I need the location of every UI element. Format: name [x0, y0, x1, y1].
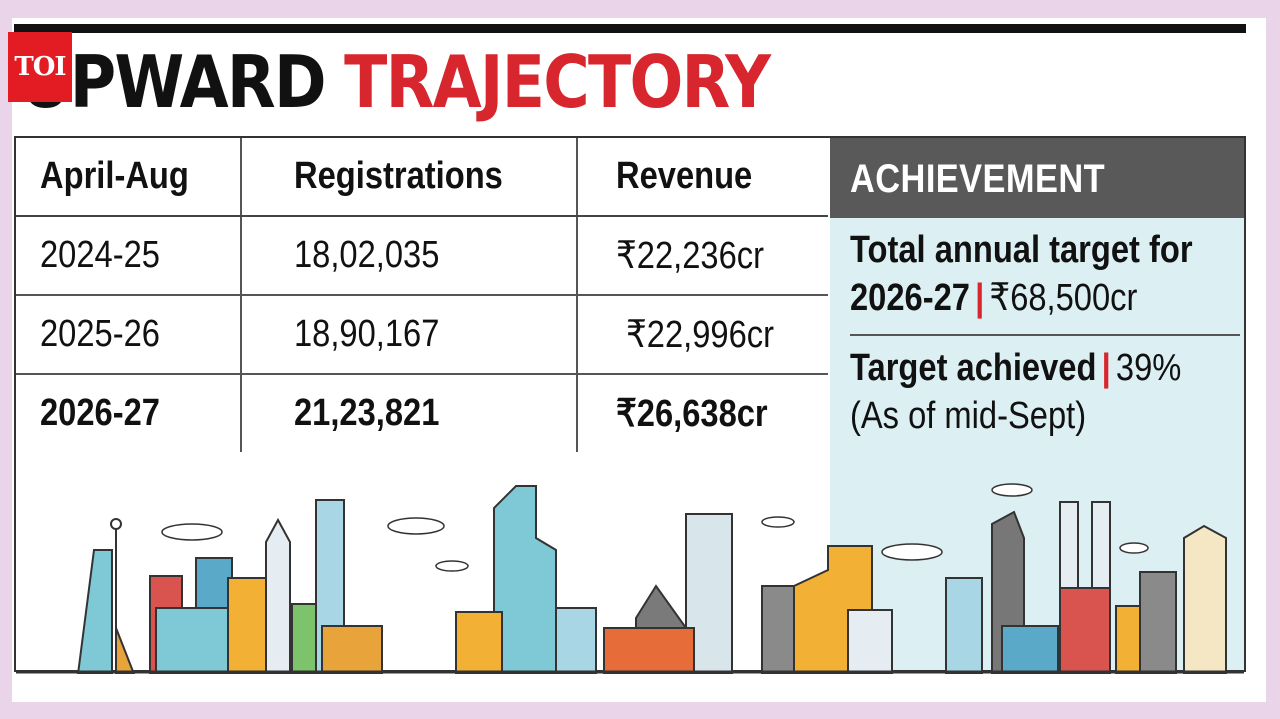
- headline-word-2: TRAJECTORY: [344, 40, 771, 124]
- table-row: 2025-26 18,90,167 ₹22,996cr: [16, 295, 828, 375]
- cell-period: 2026-27: [40, 392, 160, 434]
- achievement-title: ACHIEVEMENT: [830, 138, 1244, 218]
- separator: |: [975, 277, 985, 319]
- col-header-revenue: Revenue: [576, 138, 828, 217]
- cell-registrations: 18,02,035: [239, 216, 578, 296]
- cell-revenue: ₹22,996cr: [576, 295, 828, 375]
- cell-registrations: 18,90,167: [239, 295, 578, 375]
- achieved-value: 39%: [1115, 347, 1182, 389]
- separator: |: [1101, 347, 1111, 389]
- top-rule: [14, 24, 1246, 33]
- table-row: 2024-25 18,02,035 ₹22,236cr: [16, 216, 828, 296]
- cell-revenue: ₹22,236cr: [576, 216, 828, 296]
- table-row: 2026-27 21,23,821 ₹26,638cr: [16, 374, 828, 452]
- city-skyline-illustration: [16, 483, 1244, 674]
- achievement-divider: [850, 334, 1240, 336]
- target-value-line: 2026-27 | ₹68,500cr: [850, 274, 1244, 322]
- col-header-period: April-Aug: [16, 138, 241, 217]
- cell-period: 2025-26: [16, 295, 241, 375]
- achieved-label: Target achieved: [850, 347, 1097, 389]
- achieved-note: (As of mid-Sept): [850, 395, 1087, 437]
- headline: UPWARD TRAJECTORY: [20, 40, 771, 124]
- table-header-row: April-Aug Registrations Revenue: [16, 138, 828, 217]
- col-header-registrations: Registrations: [239, 138, 578, 217]
- target-line: Total annual target for: [850, 229, 1193, 271]
- stats-table: April-Aug Registrations Revenue 2024-25 …: [16, 138, 828, 452]
- cell-revenue: ₹26,638cr: [576, 374, 828, 452]
- cell-period: 2024-25: [16, 216, 241, 296]
- cell-registrations: 21,23,821: [239, 374, 578, 452]
- achieved-line: Target achieved | 39%: [850, 344, 1244, 392]
- target-value: ₹68,500cr: [989, 277, 1138, 319]
- target-year: 2026-27: [850, 277, 970, 319]
- toi-logo: TOI: [8, 32, 72, 102]
